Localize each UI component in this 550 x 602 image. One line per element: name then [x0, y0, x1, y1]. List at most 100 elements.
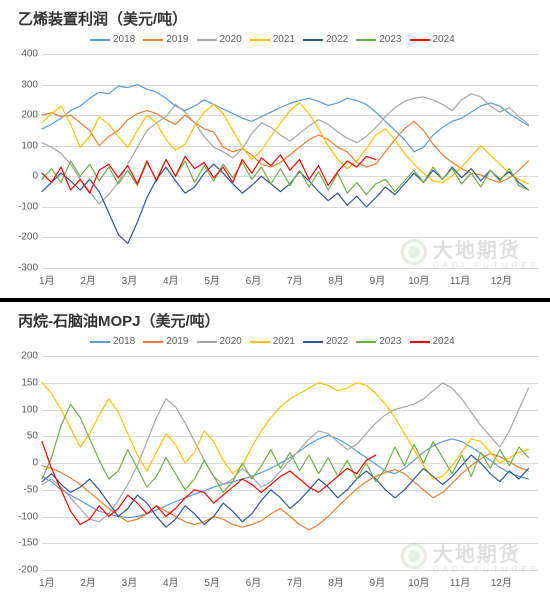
legend-label: 2019: [166, 336, 188, 347]
x-tick-label: 4月: [163, 272, 179, 287]
legend-swatch: [250, 341, 270, 343]
y-tick-label: 100: [21, 140, 38, 151]
legend-label: 2019: [166, 34, 188, 45]
legend-item-2021: 2021: [250, 34, 295, 45]
y-tick-label: 400: [21, 49, 38, 60]
legend-label: 2023: [379, 336, 401, 347]
x-tick-label: 4月: [163, 574, 179, 589]
x-tick-label: 11月: [450, 574, 470, 589]
legend-label: 2022: [326, 34, 348, 45]
legend-swatch: [250, 39, 270, 41]
legend-swatch: [303, 39, 323, 41]
legend-label: 2020: [220, 336, 242, 347]
legend-swatch: [143, 341, 163, 343]
y-tick-label: -200: [18, 565, 38, 576]
y-tick-label: 200: [21, 351, 38, 362]
y-tick-label: 0: [32, 458, 38, 469]
legend: 2018 2019 2020 2021 2022 2023 2024: [90, 34, 455, 45]
y-tick-label: -200: [18, 232, 38, 243]
legend-label: 2018: [113, 336, 135, 347]
legend-label: 2023: [379, 34, 401, 45]
legend-label: 2024: [433, 336, 455, 347]
legend-label: 2022: [326, 336, 348, 347]
x-tick-label: 3月: [122, 574, 138, 589]
legend-swatch: [197, 39, 217, 41]
legend-label: 2018: [113, 34, 135, 45]
y-tick-label: -100: [18, 511, 38, 522]
chart-title: 乙烯装置利润（美元/吨）: [18, 8, 187, 29]
x-tick-label: 2月: [80, 272, 96, 287]
x-tick-label: 10月: [408, 272, 429, 287]
panel-ethylene-profit: 乙烯装置利润（美元/吨） 2018 2019 2020 2021 2022 2023 2024…: [0, 0, 550, 298]
series-line-2021: [42, 383, 529, 479]
x-tick-label: 9月: [370, 272, 386, 287]
legend-item-2019: 2019: [143, 336, 188, 347]
legend-item-2020: 2020: [197, 336, 242, 347]
x-tick-label: 2月: [80, 574, 96, 589]
plot-area: -200-150-100-500501001502001月2月3月4月5月6月7…: [42, 356, 538, 570]
legend-swatch: [410, 341, 430, 343]
x-tick-label: 9月: [370, 574, 386, 589]
x-tick-label: 5月: [204, 272, 220, 287]
chart-title: 丙烷-石脑油MOPJ（美元/吨）: [18, 310, 220, 331]
y-tick-label: -150: [18, 538, 38, 549]
legend-item-2020: 2020: [197, 34, 242, 45]
legend-swatch: [356, 39, 376, 41]
series-svg: [42, 54, 538, 268]
legend: 2018 2019 2020 2021 2022 2023 2024: [90, 336, 455, 347]
y-tick-label: 50: [27, 431, 38, 442]
legend-swatch: [90, 341, 110, 343]
legend-item-2019: 2019: [143, 34, 188, 45]
y-tick-label: -300: [18, 263, 38, 274]
y-tick-label: -50: [24, 484, 38, 495]
legend-item-2018: 2018: [90, 34, 135, 45]
legend-item-2023: 2023: [356, 336, 401, 347]
legend-item-2022: 2022: [303, 336, 348, 347]
y-tick-label: 300: [21, 79, 38, 90]
legend-swatch: [197, 341, 217, 343]
legend-swatch: [90, 39, 110, 41]
x-tick-label: 12月: [491, 272, 512, 287]
x-tick-label: 12月: [491, 574, 512, 589]
x-tick-label: 6月: [246, 272, 262, 287]
y-tick-label: 200: [21, 110, 38, 121]
legend-swatch: [410, 39, 430, 41]
series-line-2018: [42, 85, 529, 152]
panel-propane-naphtha: 丙烷-石脑油MOPJ（美元/吨） 2018 2019 2020 2021 2022 2023…: [0, 302, 550, 602]
y-tick-label: 100: [21, 404, 38, 415]
legend-item-2024: 2024: [410, 336, 455, 347]
x-tick-label: 3月: [122, 272, 138, 287]
x-tick-label: 10月: [408, 574, 429, 589]
legend-item-2023: 2023: [356, 34, 401, 45]
legend-item-2021: 2021: [250, 336, 295, 347]
legend-item-2024: 2024: [410, 34, 455, 45]
x-tick-label: 8月: [328, 574, 344, 589]
legend-swatch: [143, 39, 163, 41]
x-tick-label: 7月: [287, 272, 303, 287]
x-tick-label: 1月: [39, 574, 55, 589]
series-line-2021: [42, 103, 529, 184]
x-tick-label: 6月: [246, 574, 262, 589]
x-tick-label: 7月: [287, 574, 303, 589]
legend-label: 2020: [220, 34, 242, 45]
legend-item-2022: 2022: [303, 34, 348, 45]
plot-area: -300-200-10001002003004001月2月3月4月5月6月7月8…: [42, 54, 538, 268]
legend-swatch: [356, 341, 376, 343]
legend-label: 2021: [273, 336, 295, 347]
gridline: [42, 268, 538, 269]
gridline: [42, 570, 538, 571]
x-tick-label: 11月: [450, 272, 470, 287]
series-line-2020: [42, 383, 529, 522]
legend-swatch: [303, 341, 323, 343]
x-tick-label: 1月: [39, 272, 55, 287]
y-tick-label: -100: [18, 201, 38, 212]
x-tick-label: 8月: [328, 272, 344, 287]
series-svg: [42, 356, 538, 570]
legend-label: 2021: [273, 34, 295, 45]
page-root: 乙烯装置利润（美元/吨） 2018 2019 2020 2021 2022 2023 2024…: [0, 0, 550, 602]
legend-item-2018: 2018: [90, 336, 135, 347]
y-tick-label: 0: [32, 171, 38, 182]
y-tick-label: 150: [21, 377, 38, 388]
legend-label: 2024: [433, 34, 455, 45]
x-tick-label: 5月: [204, 574, 220, 589]
